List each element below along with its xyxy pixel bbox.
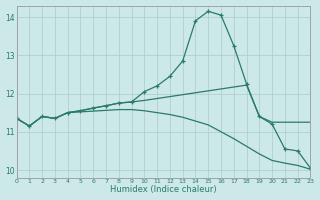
- X-axis label: Humidex (Indice chaleur): Humidex (Indice chaleur): [110, 185, 217, 194]
